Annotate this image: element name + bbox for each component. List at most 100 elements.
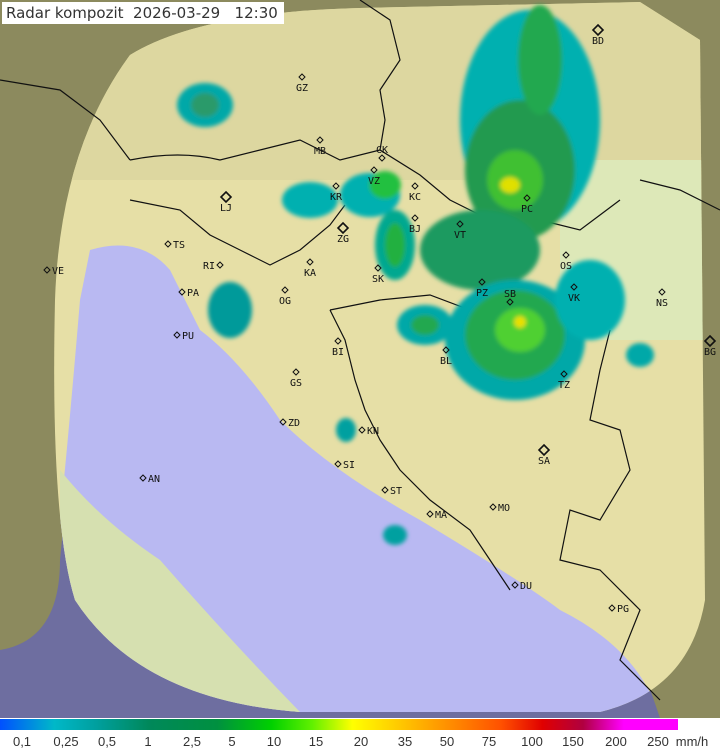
city-si[interactable]: SI (334, 460, 355, 471)
city-bj[interactable]: BJ (409, 214, 421, 235)
legend-tick-label: 0,25 (53, 734, 79, 749)
city-ck[interactable]: CK (376, 145, 388, 162)
city-zd[interactable]: ZD (279, 418, 300, 429)
city-ve[interactable]: VE (43, 266, 64, 277)
city-sa[interactable]: SA (537, 443, 551, 467)
city-bg[interactable]: BG (703, 334, 717, 358)
city-vk[interactable]: VK (568, 283, 580, 304)
city-marker-icon (43, 266, 51, 274)
city-kc[interactable]: KC (409, 182, 421, 203)
city-marker-icon (173, 331, 181, 339)
city-marker-icon (523, 194, 531, 202)
city-zg[interactable]: ZG (336, 221, 350, 245)
city-pg[interactable]: PG (608, 604, 629, 615)
city-og[interactable]: OG (279, 286, 291, 307)
city-marker-icon (370, 166, 378, 174)
legend-tick-label: 0,5 (97, 734, 117, 749)
city-ri[interactable]: RI (203, 261, 224, 272)
city-label: AN (148, 474, 160, 485)
legend-tick-label: 75 (481, 734, 497, 749)
city-ns[interactable]: NS (656, 288, 668, 309)
city-marker-icon (292, 368, 300, 376)
city-marker-icon (570, 283, 578, 291)
city-st[interactable]: ST (381, 486, 402, 497)
legend-tick-label: 10 (266, 734, 282, 749)
city-mo[interactable]: MO (489, 503, 510, 514)
city-ma[interactable]: MA (426, 510, 447, 521)
city-label: ZD (288, 418, 300, 429)
city-marker-icon (378, 154, 386, 162)
city-pz[interactable]: PZ (476, 278, 488, 299)
city-label: KR (330, 192, 343, 203)
city-pu[interactable]: PU (173, 331, 194, 342)
city-label: DU (520, 581, 532, 592)
city-sk[interactable]: SK (372, 264, 384, 285)
city-label: TZ (558, 380, 570, 391)
city-label: ZG (337, 234, 349, 245)
city-label: VE (52, 266, 64, 277)
radar-map[interactable]: GZ BD MB CK VZ KC KR LJ ZG BJ VT PC TS VE RI KA SK OS PA OG… (0, 0, 720, 718)
city-gz[interactable]: GZ (296, 73, 308, 94)
city-ts[interactable]: TS (164, 240, 185, 251)
city-ka[interactable]: KA (304, 258, 316, 279)
city-marker-icon (178, 288, 186, 296)
city-pa[interactable]: PA (178, 288, 199, 299)
city-marker-icon (537, 443, 551, 457)
city-marker-icon (374, 264, 382, 272)
legend-tick-label: 35 (397, 734, 413, 749)
city-marker-icon (506, 298, 514, 306)
city-marker-icon (560, 370, 568, 378)
city-marker-icon (334, 337, 342, 345)
city-kn[interactable]: KN (358, 426, 379, 437)
city-os[interactable]: OS (560, 251, 572, 272)
city-label: VK (568, 293, 580, 304)
city-bl[interactable]: BL (440, 346, 452, 367)
city-bd[interactable]: BD (591, 23, 605, 47)
city-mb[interactable]: MB (314, 136, 326, 157)
city-marker-icon (442, 346, 450, 354)
city-marker-icon (381, 486, 389, 494)
city-vz[interactable]: VZ (368, 166, 380, 187)
city-marker-icon (658, 288, 666, 296)
city-label: ST (390, 486, 402, 497)
city-tz[interactable]: TZ (558, 370, 570, 391)
city-marker-icon (426, 510, 434, 518)
city-marker-icon (336, 221, 350, 235)
precipitation-echoes (177, 5, 654, 545)
city-label: PZ (476, 288, 488, 299)
city-label: BG (704, 347, 716, 358)
city-label: BI (332, 347, 344, 358)
city-label: MO (498, 503, 510, 514)
city-vt[interactable]: VT (454, 220, 466, 241)
city-kr[interactable]: KR (330, 182, 343, 203)
city-label: GZ (296, 83, 308, 94)
city-lj[interactable]: LJ (219, 190, 233, 214)
city-bi[interactable]: BI (332, 337, 344, 358)
legend-tick-label: 250 (647, 734, 669, 749)
city-label: MA (435, 510, 447, 521)
city-label: OG (279, 296, 291, 307)
radar-title: Radar kompozit 2026-03-29 12:30 (2, 2, 284, 24)
title-time: 12:30 (234, 4, 278, 22)
legend-tick-label: 5 (228, 734, 236, 749)
city-label: BD (592, 36, 604, 47)
city-label: MB (314, 146, 326, 157)
city-markers: GZ BD MB CK VZ KC KR LJ ZG BJ VT PC TS VE RI KA SK OS PA OG… (43, 23, 717, 615)
city-marker-icon (281, 286, 289, 294)
city-marker-icon (411, 214, 419, 222)
city-label: SI (343, 460, 355, 471)
city-gs[interactable]: GS (290, 368, 302, 389)
city-marker-icon (511, 581, 519, 589)
city-label: KC (409, 192, 421, 203)
city-marker-icon (591, 23, 605, 37)
city-label: GS (290, 378, 302, 389)
city-label: BL (440, 356, 452, 367)
rain-rate-color-scale (0, 719, 678, 730)
legend-tick-label: 2,5 (182, 734, 202, 749)
city-an[interactable]: AN (139, 474, 160, 485)
city-marker-icon (279, 418, 287, 426)
city-label: KA (304, 268, 316, 279)
city-du[interactable]: DU (511, 581, 532, 592)
city-sb[interactable]: SB (504, 289, 516, 306)
city-pc[interactable]: PC (521, 194, 533, 215)
